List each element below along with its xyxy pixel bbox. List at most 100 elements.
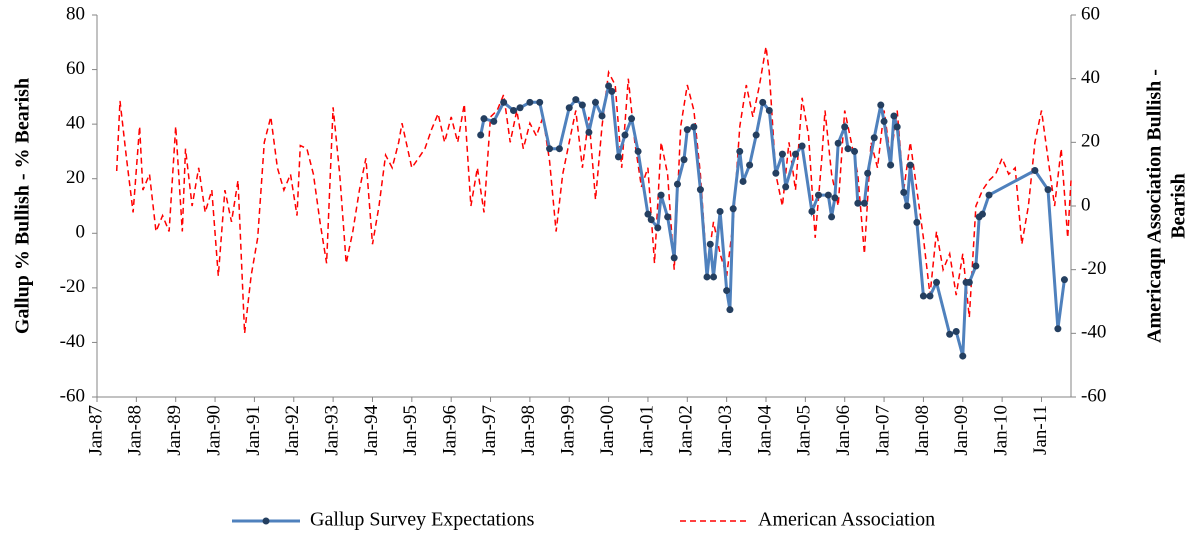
x-tick-label: Jan-00 [597,405,618,456]
data-point [555,145,563,153]
x-tick-label: Jan-87 [85,405,106,456]
y2-tick-label: -40 [1081,322,1106,343]
data-point [591,98,599,106]
data-point [1031,167,1039,175]
data-point [860,199,868,207]
data-point [851,147,859,155]
data-point [614,153,622,161]
x-tick-label: Jan-06 [833,405,854,456]
data-point [716,207,724,215]
y2-axis-title: Bearish [1168,173,1190,239]
data-point [824,191,832,199]
data-point [808,207,816,215]
data-point [890,112,898,120]
data-point [585,128,593,136]
data-point [657,191,665,199]
series-line [115,46,1072,334]
y2-tick-label: 0 [1081,194,1091,215]
legend-label: Gallup Survey Expectations [310,509,535,531]
x-tick-label: Jan-97 [479,405,500,456]
data-point [772,169,780,177]
x-tick-label: Jan-92 [282,405,303,456]
x-tick-label: Jan-10 [990,405,1011,456]
data-point [673,180,681,188]
data-point [729,205,737,213]
y2-tick-label: 20 [1081,131,1100,152]
y-tick-label: 80 [66,3,85,24]
y2-tick-label: -20 [1081,258,1106,279]
data-point [831,194,839,202]
y-tick-label: 40 [66,113,85,134]
data-point [854,199,862,207]
data-point [946,330,954,338]
x-tick-label: Jan-11 [1030,405,1051,455]
data-point [683,126,691,134]
series-line [479,81,1066,357]
x-tick-label: Jan-98 [518,405,539,456]
data-point [621,131,629,139]
data-point [536,98,544,106]
data-point [509,107,517,114]
data-point [670,254,678,262]
x-tick-label: Jan-88 [125,405,146,456]
data-point [480,115,488,123]
data-point [546,145,554,153]
data-point [736,147,744,155]
data-point [664,213,672,221]
x-tick-label: Jan-96 [440,405,461,456]
data-point [778,150,786,158]
data-point [1054,325,1062,333]
data-point [893,123,901,131]
data-point [900,188,908,196]
data-point [1044,186,1052,194]
x-tick-label: Jan-03 [715,405,736,456]
data-point [578,101,586,109]
data-point [752,131,760,139]
data-point [647,216,655,224]
y2-axis-title: Americaqn Association Bullish - [1144,69,1166,343]
data-point [500,98,508,106]
y2-tick-label: -60 [1081,385,1106,406]
data-point [572,96,580,104]
x-tick-label: Jan-93 [321,405,342,456]
data-point [634,147,642,155]
x-tick-label: Jan-05 [794,405,815,456]
legend-label: American Association [758,509,935,531]
data-point [841,123,849,131]
x-tick-label: Jan-09 [951,405,972,456]
data-point [608,87,616,95]
data-point [490,117,498,125]
data-point [919,292,927,300]
data-point [926,292,934,300]
x-tick-label: Jan-99 [558,405,579,456]
data-point [477,131,485,139]
y-tick-label: -20 [60,276,85,297]
data-point [526,98,534,106]
data-point [739,177,747,185]
data-point [965,278,973,286]
data-point [972,262,980,270]
data-point [726,306,734,314]
data-point [706,240,714,248]
data-point [959,352,967,360]
y-tick-label: -40 [60,331,85,352]
x-tick-label: Jan-91 [243,405,264,456]
data-point [644,210,652,218]
data-point [628,115,636,123]
x-tick-label: Jan-95 [400,405,421,456]
data-point [516,104,524,112]
data-point [759,98,767,106]
data-point [985,191,993,199]
data-point [1060,276,1068,284]
data-point [864,169,872,177]
legend-marker [262,517,270,525]
y-tick-label: 20 [66,167,85,188]
data-point [680,156,688,164]
data-point [814,191,822,199]
x-tick-label: Jan-04 [754,405,775,456]
data-point [913,218,921,226]
data-point [605,82,613,90]
data-point [703,273,711,281]
data-point [746,161,754,169]
